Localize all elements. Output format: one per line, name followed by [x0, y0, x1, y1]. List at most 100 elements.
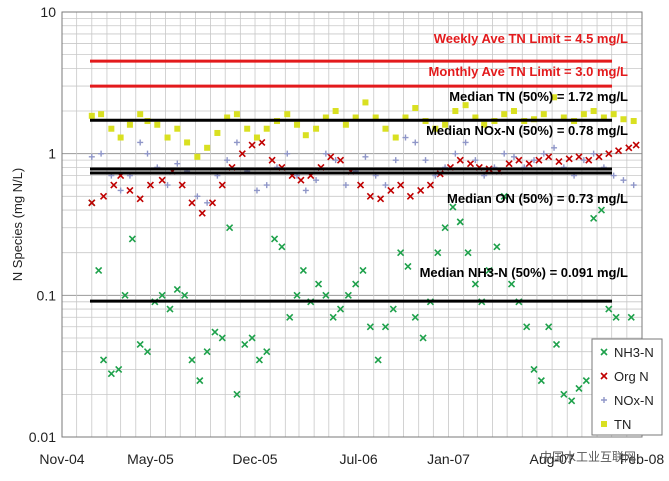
data-point: [537, 377, 545, 385]
reference-line-label: Median NH3-N (50%) = 0.091 mg/L: [420, 265, 628, 280]
data-point: [422, 157, 429, 164]
data-point: [442, 121, 449, 128]
data-point: [530, 365, 538, 373]
data-point: [523, 323, 531, 331]
data-point: [382, 125, 389, 132]
data-point: [158, 291, 166, 299]
x-tick-label: Jan-07: [427, 451, 470, 467]
data-point: [233, 390, 241, 398]
data-point: [181, 291, 189, 299]
reference-line-label: Median TN (50%) = 1.72 mg/L: [449, 89, 628, 104]
data-point: [555, 157, 563, 166]
watermark-text: 中国水工业互联网: [540, 449, 636, 464]
x-tick-label: May-05: [127, 451, 174, 467]
data-point: [505, 160, 513, 168]
data-point: [590, 150, 597, 157]
data-point: [329, 313, 337, 321]
data-point: [466, 160, 475, 168]
legend-box: [591, 338, 663, 436]
data-point: [211, 328, 219, 336]
data-point: [392, 134, 399, 141]
data-point: [263, 348, 271, 356]
data-point: [493, 243, 501, 251]
data-point: [510, 108, 517, 115]
data-point: [605, 150, 613, 158]
data-point: [88, 199, 96, 207]
data-point: [402, 114, 409, 121]
data-point: [620, 177, 627, 184]
data-point: [99, 356, 108, 364]
data-point: [128, 235, 136, 243]
data-point: [456, 218, 464, 226]
data-point: [585, 156, 593, 164]
data-point: [115, 365, 123, 373]
data-point: [248, 334, 256, 342]
data-point: [545, 153, 553, 161]
data-point: [117, 187, 124, 194]
data-point: [255, 356, 263, 364]
data-point: [117, 134, 124, 141]
data-point: [630, 118, 637, 125]
data-point: [601, 397, 607, 403]
data-point: [597, 206, 606, 214]
data-point: [552, 340, 561, 349]
data-point: [203, 348, 211, 356]
y-tick-label: 0.01: [29, 429, 56, 445]
data-point: [510, 153, 517, 160]
legend-label: NH3-N: [614, 345, 654, 360]
data-point: [336, 305, 345, 313]
data-point: [99, 192, 108, 200]
data-point: [293, 291, 301, 299]
data-point: [218, 334, 226, 342]
data-point: [580, 157, 587, 164]
data-point: [404, 262, 412, 270]
data-point: [441, 224, 449, 232]
data-point: [313, 177, 320, 184]
data-point: [208, 199, 217, 207]
data-point: [452, 150, 459, 157]
data-point: [472, 114, 479, 121]
data-point: [614, 147, 623, 155]
data-point: [575, 153, 583, 161]
data-point: [352, 280, 360, 288]
data-point: [322, 291, 330, 299]
data-point: [595, 153, 603, 161]
data-point: [590, 214, 598, 222]
series-org-n: [88, 138, 640, 217]
data-point: [226, 224, 234, 232]
data-point: [314, 280, 323, 288]
x-tick-label: Dec-05: [232, 451, 277, 467]
reference-line-label: Median ON (50%) = 0.73 mg/L: [447, 191, 628, 206]
data-point: [531, 157, 538, 164]
data-point: [178, 181, 186, 189]
data-point: [233, 139, 240, 146]
data-point: [184, 139, 191, 146]
data-point: [154, 121, 161, 128]
data-point: [224, 114, 231, 121]
data-point: [630, 182, 637, 189]
data-point: [464, 249, 472, 257]
data-point: [540, 150, 547, 157]
x-tick-label: Aug-07: [530, 451, 575, 467]
data-point: [381, 323, 390, 331]
data-point: [535, 156, 543, 164]
x-tick-label: Nov-04: [39, 451, 84, 467]
data-point: [144, 150, 151, 157]
y-tick-label: 0.1: [37, 287, 57, 303]
data-point: [297, 176, 305, 184]
data-point: [612, 313, 620, 321]
data-point: [263, 125, 270, 132]
data-point: [387, 186, 395, 195]
data-point: [374, 356, 382, 364]
x-tick-label: Jul-06: [340, 451, 378, 467]
data-point: [196, 377, 204, 385]
data-point: [600, 348, 608, 356]
data-point: [362, 153, 369, 160]
data-point: [327, 153, 335, 161]
data-point: [610, 172, 617, 179]
data-point: [302, 132, 309, 139]
data-point: [174, 125, 181, 132]
data-point: [166, 305, 174, 313]
data-point: [620, 116, 627, 123]
